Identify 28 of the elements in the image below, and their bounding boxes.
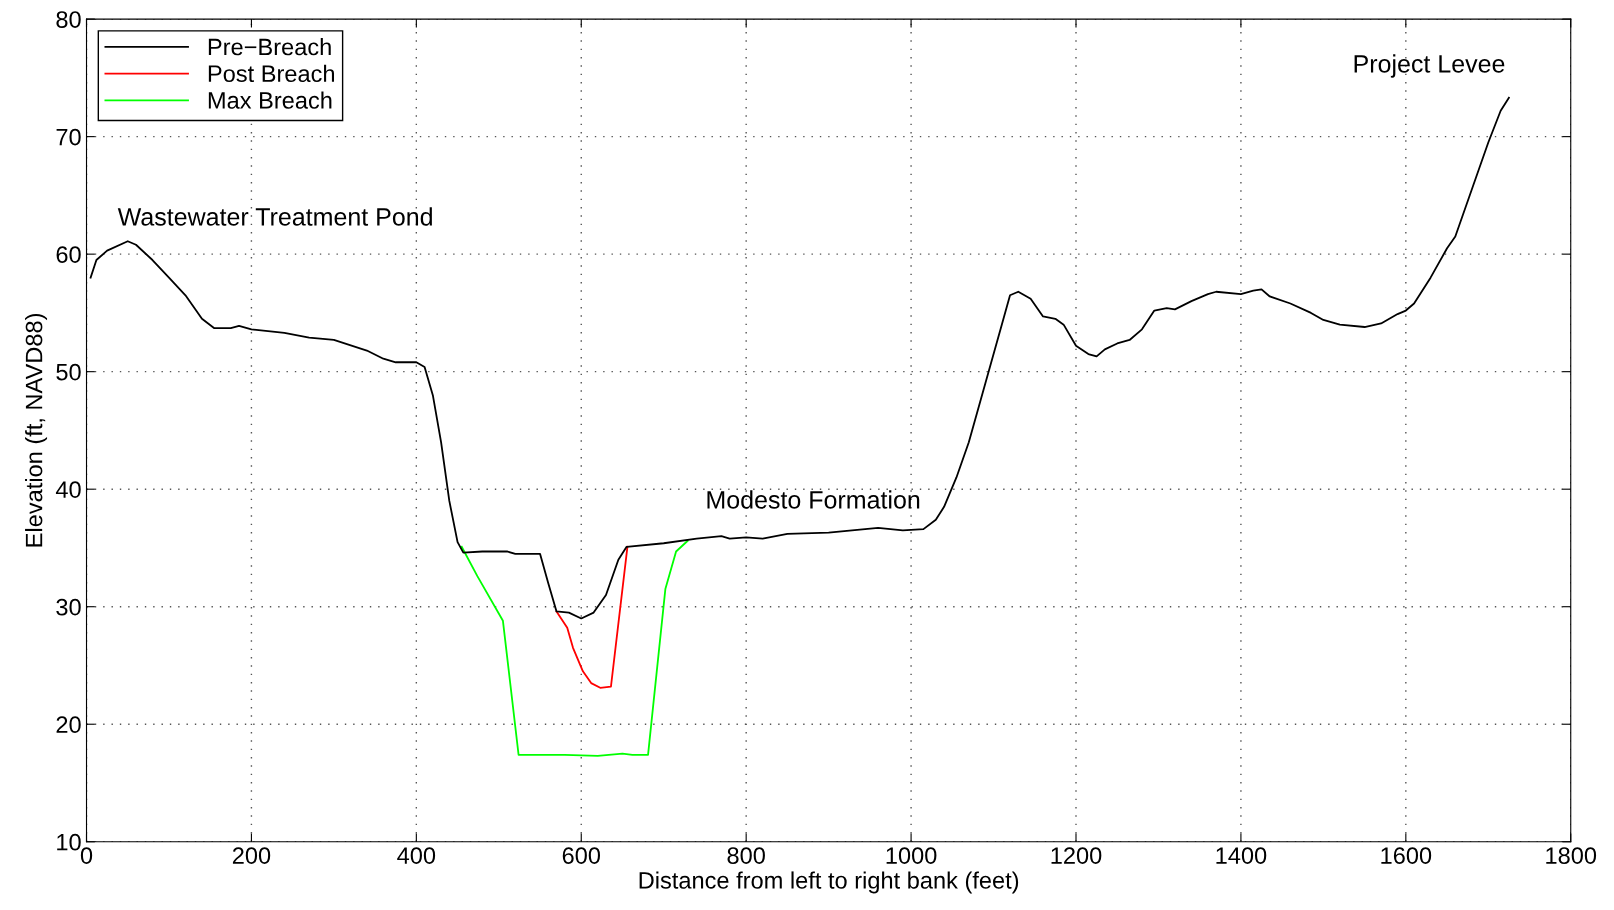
legend-label: Post Breach [208, 64, 335, 83]
x-axis-title: Distance from left to right bank (feet) [639, 871, 1019, 894]
y-tick-label: 70 [56, 128, 81, 146]
x-tick-label: 400 [397, 847, 436, 864]
legend-label: Pre−Breach [208, 38, 331, 56]
x-tick-label: 1000 [886, 847, 937, 864]
line-series [460, 539, 689, 757]
y-tick-label: 30 [56, 598, 81, 616]
annotation: Wastewater Treatment Pond [117, 207, 432, 226]
y-tick-label: 80 [56, 11, 81, 28]
x-tick-label: 1400 [1216, 847, 1267, 864]
x-tick-label: 1600 [1381, 847, 1432, 864]
x-tick-label: 800 [727, 847, 765, 864]
line-series [555, 545, 629, 689]
y-tick-label: 60 [56, 246, 81, 263]
annotation: Modesto Formation [707, 490, 920, 509]
y-tick-label: 10 [57, 833, 81, 851]
y-tick-label: 40 [55, 481, 81, 498]
x-tick-label: 200 [232, 847, 271, 864]
legend-label: Max Breach [208, 91, 332, 109]
x-tick-label: 600 [562, 847, 601, 864]
x-tick-label: 1200 [1051, 847, 1102, 864]
y-tick-label: 50 [56, 363, 81, 381]
y-axis-title: Elevation (ft, NAVD88) [25, 314, 48, 547]
y-tick-label: 20 [56, 716, 81, 734]
x-tick-label: 1800 [1546, 847, 1597, 864]
annotation: Project Levee [1354, 54, 1505, 78]
x-tick-label: 0 [80, 847, 93, 864]
